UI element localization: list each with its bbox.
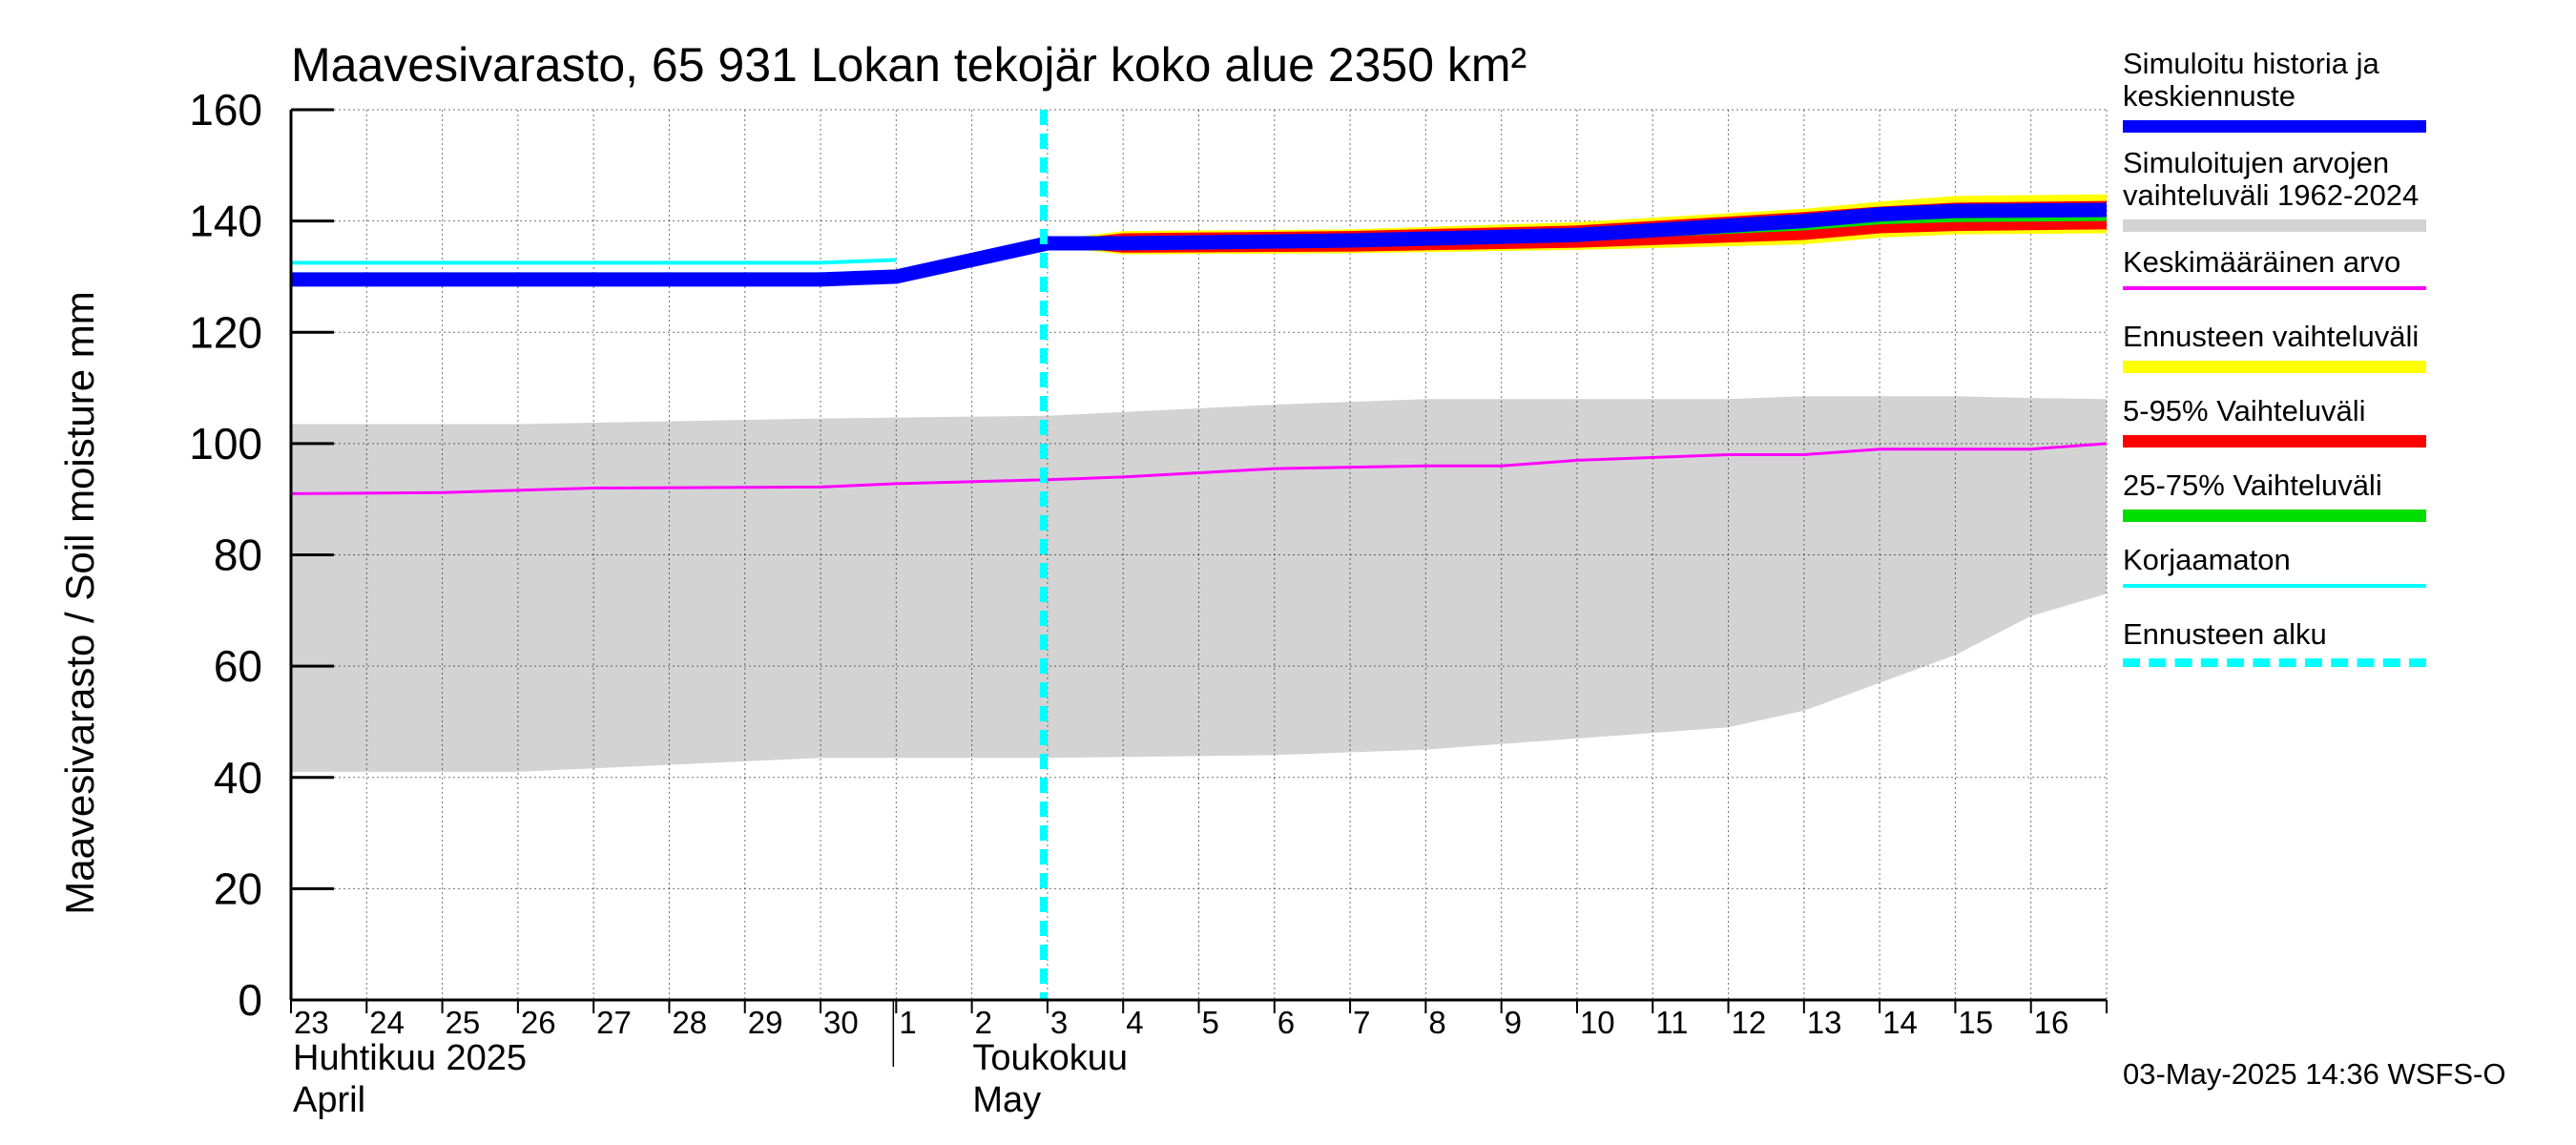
chart-title: Maavesivarasto, 65 931 Lokan tekojär kok…	[291, 38, 1527, 92]
series-line-6	[291, 202, 2108, 287]
legend-item: Simuloitujen arvojen vaihteluväli 1962-2…	[2123, 147, 2466, 246]
x-tick-label: 8	[1428, 1005, 1445, 1040]
series-line-5	[291, 258, 897, 265]
legend-item: Ennusteen vaihteluväli	[2123, 321, 2466, 395]
legend: Simuloitu historia ja keskiennuste Simulo…	[2123, 48, 2466, 693]
x-tick-label: 25	[446, 1005, 481, 1040]
legend-label: Ennusteen alku	[2123, 617, 2327, 651]
x-tick-label: 30	[823, 1005, 859, 1040]
x-tick-label: 24	[369, 1005, 405, 1040]
y-axis-label: Maavesivarasto / Soil moisture mm	[57, 291, 102, 915]
month-label-en: April	[293, 1080, 365, 1120]
legend-item: 25-75% Vaihteluväli	[2123, 469, 2466, 544]
timestamp-footer: 03-May-2025 14:36 WSFS-O	[2123, 1057, 2506, 1091]
y-tick-label: 0	[238, 975, 262, 1025]
x-tick-label: 4	[1126, 1005, 1143, 1040]
month-label-fi: Huhtikuu 2025	[293, 1038, 527, 1078]
legend-item: Keskimääräinen arvo	[2123, 246, 2466, 321]
legend-item: Ennusteen alku	[2123, 618, 2466, 693]
x-tick-label: 28	[672, 1005, 707, 1040]
x-tick-label: 12	[1732, 1005, 1767, 1040]
month-label-en: May	[972, 1080, 1041, 1120]
legend-label: Keskimääräinen arvo	[2123, 245, 2401, 279]
x-tick-label: 6	[1278, 1005, 1295, 1040]
legend-swatch	[2123, 286, 2426, 290]
legend-swatch	[2123, 584, 2426, 588]
y-tick-label: 40	[214, 753, 262, 802]
legend-swatch	[2123, 361, 2426, 373]
legend-swatch	[2123, 120, 2426, 133]
legend-label: 25-75% Vaihteluväli	[2123, 468, 2382, 502]
x-tick-label: 14	[1882, 1005, 1918, 1040]
x-tick-label: 15	[1958, 1005, 1993, 1040]
legend-label: 5-95% Vaihteluväli	[2123, 394, 2366, 427]
x-tick-label: 1	[899, 1005, 916, 1040]
x-tick-label: 7	[1353, 1005, 1370, 1040]
y-tick-label: 20	[214, 864, 262, 913]
legend-swatch	[2123, 658, 2426, 667]
x-tick-label: 10	[1580, 1005, 1615, 1040]
legend-item: Simuloitu historia ja keskiennuste	[2123, 48, 2466, 147]
x-tick-label: 3	[1050, 1005, 1068, 1040]
x-tick-label: 26	[521, 1005, 556, 1040]
legend-item: 5-95% Vaihteluväli	[2123, 395, 2466, 469]
y-tick-label: 120	[189, 307, 262, 357]
y-tick-label: 100	[189, 419, 262, 468]
x-tick-label: 13	[1807, 1005, 1842, 1040]
x-tick-label: 23	[294, 1005, 329, 1040]
legend-swatch	[2123, 219, 2426, 232]
legend-label: Simuloitujen arvojen vaihteluväli 1962-2…	[2123, 146, 2420, 212]
x-tick-label: 16	[2034, 1005, 2069, 1040]
x-tick-label: 9	[1505, 1005, 1522, 1040]
x-tick-label: 29	[748, 1005, 783, 1040]
x-tick-label: 11	[1655, 1005, 1688, 1040]
y-tick-label: 160	[189, 85, 262, 135]
legend-item: Korjaamaton	[2123, 544, 2466, 618]
x-tick-label: 5	[1202, 1005, 1219, 1040]
y-tick-label: 60	[214, 641, 262, 691]
legend-label: Ennusteen vaihteluväli	[2123, 320, 2420, 353]
x-tick-label: 27	[596, 1005, 632, 1040]
y-tick-label: 140	[189, 197, 262, 246]
x-tick-label: 2	[975, 1005, 992, 1040]
series-line-1	[290, 442, 2108, 495]
month-label-fi: Toukokuu	[972, 1038, 1128, 1078]
legend-label: Simuloitu historia ja keskiennuste	[2123, 47, 2379, 113]
legend-swatch	[2123, 435, 2426, 448]
legend-swatch	[2123, 510, 2426, 522]
y-tick-label: 80	[214, 531, 262, 580]
legend-label: Korjaamaton	[2123, 543, 2291, 576]
